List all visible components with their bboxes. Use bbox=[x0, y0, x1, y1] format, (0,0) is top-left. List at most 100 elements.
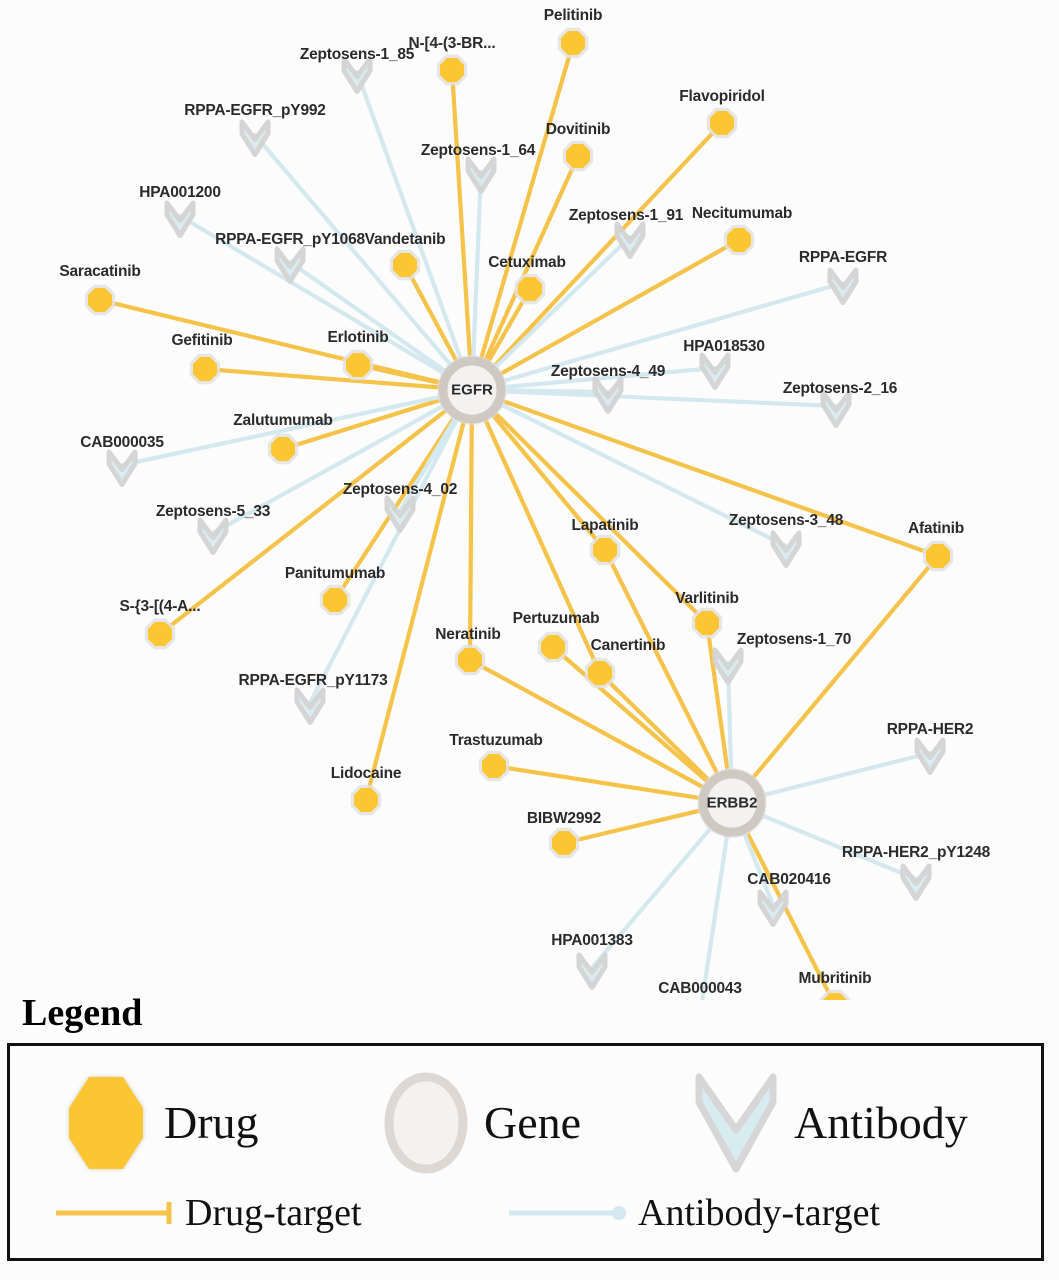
gene-node[interactable] bbox=[698, 769, 766, 837]
drug-target-edge bbox=[496, 237, 742, 378]
antibody-target-edge bbox=[471, 169, 484, 363]
antibody-target-edge bbox=[498, 280, 846, 384]
legend-label-antibody: Antibody bbox=[794, 1097, 968, 1148]
drug-target-edge bbox=[491, 409, 710, 626]
nodes-layer bbox=[84, 27, 954, 1000]
drug-target-edge bbox=[561, 807, 705, 846]
antibody-target-edge bbox=[252, 132, 455, 370]
antibody-target-edge bbox=[177, 213, 449, 377]
antibody-target-edge bbox=[287, 259, 450, 375]
antibody-target-edge bbox=[589, 823, 715, 971]
drug-node[interactable] bbox=[346, 353, 370, 377]
gene-node-label: ERBB2 bbox=[706, 794, 758, 812]
drug-target-edge bbox=[363, 416, 467, 803]
antibody-node[interactable] bbox=[197, 517, 229, 555]
drug-node[interactable] bbox=[88, 288, 112, 312]
drug-node[interactable] bbox=[193, 357, 217, 381]
antibody-node[interactable] bbox=[106, 449, 138, 487]
antibody-target-edge bbox=[499, 389, 839, 409]
antibody-node[interactable] bbox=[274, 246, 306, 284]
antibody-node[interactable] bbox=[770, 530, 802, 568]
drug-target-edge bbox=[280, 396, 446, 452]
antibody-target-edge bbox=[210, 402, 448, 536]
drug-target-edge bbox=[157, 406, 451, 637]
drug-target-edge bbox=[597, 670, 713, 785]
antibody-target-edge bbox=[397, 413, 459, 514]
drug-target-edge bbox=[704, 620, 730, 776]
chevron-icon bbox=[695, 1073, 777, 1173]
drug-target-edge bbox=[467, 417, 474, 663]
drug-node[interactable] bbox=[695, 611, 719, 635]
drug-node[interactable] bbox=[482, 754, 506, 778]
drug-node[interactable] bbox=[926, 544, 950, 568]
drug-target-edge bbox=[490, 120, 725, 371]
drug-target-edge bbox=[467, 657, 708, 791]
drug-node[interactable] bbox=[566, 144, 590, 168]
gene-node[interactable] bbox=[438, 356, 506, 424]
legend-box: Drug Gene Antibody Drug-target bbox=[7, 1043, 1044, 1261]
edges-layer bbox=[97, 40, 941, 1000]
antibody-target-edge bbox=[496, 401, 789, 549]
drug-node[interactable] bbox=[323, 588, 347, 612]
drug-target-edge bbox=[749, 553, 941, 783]
drug-node[interactable] bbox=[518, 277, 542, 301]
drug-target-edge bbox=[550, 644, 712, 786]
drug-node[interactable] bbox=[593, 538, 617, 562]
circle-ring-icon bbox=[384, 1072, 468, 1174]
antibody-node[interactable] bbox=[827, 267, 859, 305]
legend-section: Legend Drug Gene Antibody Drug-ta bbox=[0, 985, 1059, 1280]
antibody-node[interactable] bbox=[576, 952, 608, 990]
drug-node[interactable] bbox=[458, 648, 482, 672]
antibody-node[interactable] bbox=[465, 156, 497, 194]
drug-target-edge bbox=[498, 397, 941, 559]
legend-item-gene: Gene bbox=[380, 1068, 581, 1178]
drug-target-edge bbox=[602, 547, 721, 779]
drug-target-edge bbox=[482, 153, 581, 365]
antibody-node[interactable] bbox=[294, 687, 326, 725]
legend-label-gene: Gene bbox=[484, 1097, 582, 1148]
drug-node[interactable] bbox=[710, 111, 734, 135]
legend-item-drug: Drug bbox=[60, 1068, 259, 1178]
drug-node[interactable] bbox=[561, 31, 585, 55]
antibody-target-edge bbox=[119, 394, 445, 468]
antibody-node[interactable] bbox=[712, 647, 744, 685]
drug-node[interactable] bbox=[541, 635, 565, 659]
antibody-node[interactable] bbox=[239, 119, 271, 157]
antibody-target-edge bbox=[700, 830, 730, 1000]
drug-node[interactable] bbox=[552, 831, 576, 855]
drug-node[interactable] bbox=[440, 58, 464, 82]
antibody-node[interactable] bbox=[614, 221, 646, 259]
drug-target-edge bbox=[489, 410, 608, 553]
legend-title: Legend bbox=[22, 992, 143, 1034]
drug-target-edge bbox=[482, 415, 603, 676]
legend-item-drug-target: Drug-target bbox=[54, 1194, 362, 1232]
drug-node[interactable] bbox=[271, 437, 295, 461]
antibody-node[interactable] bbox=[592, 376, 624, 414]
drug-node[interactable] bbox=[354, 788, 378, 812]
legend-label-drug: Drug bbox=[164, 1097, 259, 1148]
drug-target-edge bbox=[402, 262, 460, 366]
drug-target-edge bbox=[491, 763, 705, 801]
antibody-node[interactable] bbox=[900, 863, 932, 901]
drug-target-edge bbox=[449, 67, 473, 363]
drug-node[interactable] bbox=[148, 622, 172, 646]
antibody-node[interactable] bbox=[341, 56, 373, 94]
drug-node[interactable] bbox=[727, 228, 751, 252]
drug-node[interactable] bbox=[588, 661, 612, 685]
legend-label-drug-target: Drug-target bbox=[185, 1192, 362, 1234]
drug-target-edge bbox=[478, 40, 576, 364]
drug-node[interactable] bbox=[823, 993, 847, 1000]
antibody-node[interactable] bbox=[699, 352, 731, 390]
antibody-node[interactable] bbox=[914, 737, 946, 775]
antibody-node[interactable] bbox=[757, 889, 789, 927]
dot-line-icon bbox=[509, 1206, 626, 1220]
legend-item-antibody: Antibody bbox=[690, 1068, 968, 1178]
network-graph-canvas: Zeptosens-1_85 RPPA-EGFR_pY992 HPA001200 Ze… bbox=[59, 7, 990, 1000]
antibody-target-edge bbox=[354, 69, 464, 364]
antibody-node[interactable] bbox=[164, 200, 196, 238]
antibody-node[interactable] bbox=[384, 495, 416, 533]
drug-node[interactable] bbox=[393, 253, 417, 277]
antibody-target-edge bbox=[757, 812, 919, 882]
antibody-node[interactable] bbox=[820, 390, 852, 428]
antibody-target-edge bbox=[499, 365, 718, 390]
